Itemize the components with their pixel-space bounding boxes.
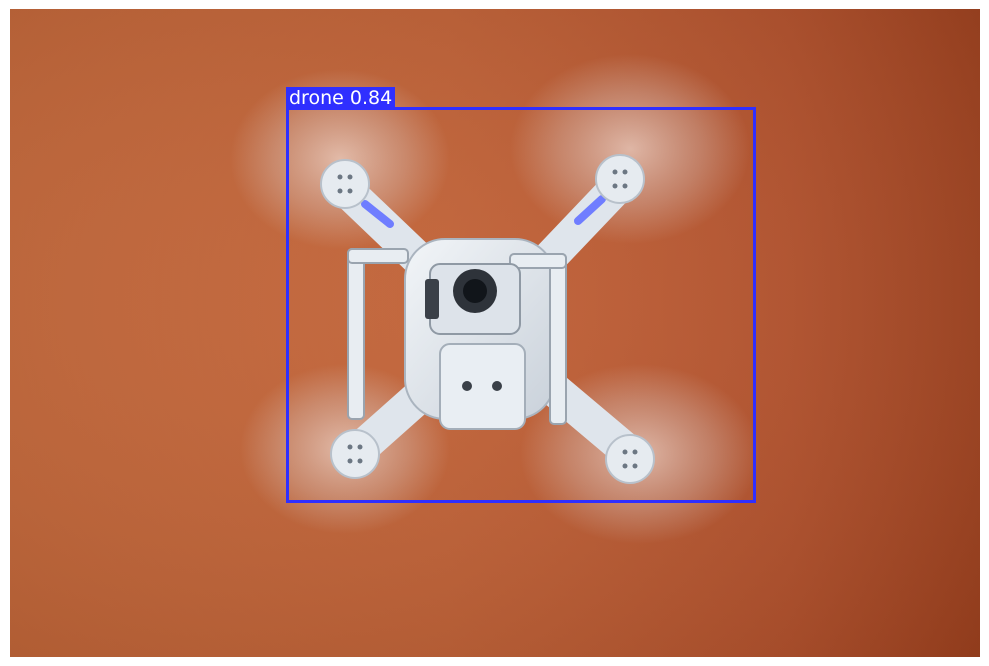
gimbal-camera	[425, 263, 521, 335]
landing-gear	[347, 248, 567, 425]
drone-illustration	[10, 9, 980, 657]
motor-pods	[320, 154, 655, 484]
drone-photo	[10, 9, 980, 657]
detection-label: drone 0.84	[286, 87, 396, 109]
detection-bounding-box	[286, 107, 756, 503]
